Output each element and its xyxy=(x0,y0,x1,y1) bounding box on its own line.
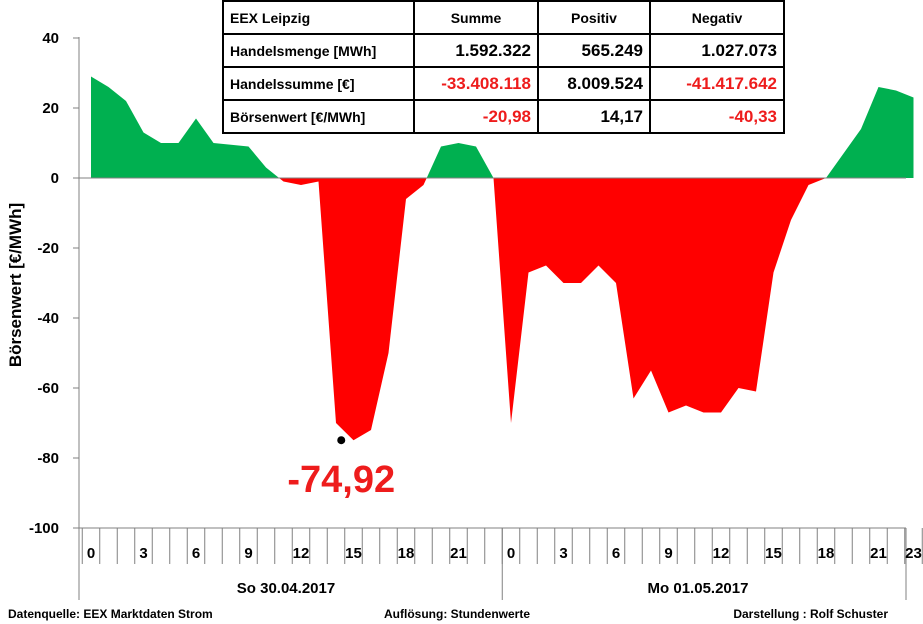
row-label: Handelsmenge [MWh] xyxy=(222,33,415,68)
stats-table: EEX Leipzig Summe Positiv Negativ Handel… xyxy=(222,0,785,134)
y-tick-label: -40 xyxy=(37,310,59,327)
y-tick-label: -100 xyxy=(29,520,59,537)
x-tick-label: 3 xyxy=(559,545,567,562)
x-tick-label: 0 xyxy=(87,545,95,562)
x-tick-label: 21 xyxy=(870,545,887,562)
value-cell: 565.249 xyxy=(537,33,651,68)
y-tick-label: -80 xyxy=(37,450,59,467)
x-tick-label: 9 xyxy=(664,545,672,562)
stats-row-handelssumme: Handelssumme [€] -33.408.118 8.009.524 -… xyxy=(222,66,785,101)
day-label-sunday: So 30.04.2017 xyxy=(237,580,335,597)
y-tick-label: -20 xyxy=(37,240,59,257)
row-label: Börsenwert [€/MWh] xyxy=(222,99,415,134)
value-cell: -41.417.642 xyxy=(649,66,785,101)
x-tick-label: 23 xyxy=(905,545,922,562)
x-tick-label: 6 xyxy=(192,545,200,562)
x-tick-label: 9 xyxy=(244,545,252,562)
value-cell: -33.408.118 xyxy=(413,66,539,101)
x-tick-label: 6 xyxy=(612,545,620,562)
x-tick-label: 0 xyxy=(507,545,515,562)
header-cell: Summe xyxy=(413,0,539,35)
minimum-value-annotation: -74,92 xyxy=(287,459,395,501)
x-tick-label: 12 xyxy=(713,545,730,562)
x-tick-label: 12 xyxy=(293,545,310,562)
stats-header-row: EEX Leipzig Summe Positiv Negativ xyxy=(222,0,785,35)
area-group xyxy=(91,76,914,441)
value-cell: 8.009.524 xyxy=(537,66,651,101)
y-tick-label: 40 xyxy=(42,30,59,47)
axes-group xyxy=(73,37,923,600)
value-cell: 1.027.073 xyxy=(649,33,785,68)
x-tick-label: 18 xyxy=(818,545,835,562)
header-cell: Negativ xyxy=(649,0,785,35)
header-cell: Positiv xyxy=(537,0,651,35)
x-tick-label: 15 xyxy=(765,545,782,562)
y-tick-label: -60 xyxy=(37,380,59,397)
footer-resolution: Auflösung: Stundenwerte xyxy=(384,607,530,621)
footer-author: Darstellung : Rolf Schuster xyxy=(733,607,888,621)
tick-labels: 40 20 0 -20 -40 -60 -80 -100 0 3 6 9 12 15 18 21 0 3 6 9 12 1… xyxy=(29,30,922,562)
y-axis-label: Börsenwert [€/MWh] xyxy=(6,203,25,367)
positive-area xyxy=(91,76,914,178)
minimum-point-marker xyxy=(337,436,346,445)
negative-area xyxy=(91,178,914,441)
header-cell: EEX Leipzig xyxy=(222,0,415,35)
x-tick-label: 18 xyxy=(398,545,415,562)
y-tick-label: 0 xyxy=(51,170,59,187)
value-cell: 14,17 xyxy=(537,99,651,134)
x-tick-label: 3 xyxy=(139,545,147,562)
stats-row-boersenwert: Börsenwert [€/MWh] -20,98 14,17 -40,33 xyxy=(222,99,785,134)
x-tick-label: 21 xyxy=(450,545,467,562)
day-label-monday: Mo 01.05.2017 xyxy=(648,580,749,597)
footer-source: Datenquelle: EEX Marktdaten Strom xyxy=(8,607,213,621)
row-label: Handelssumme [€] xyxy=(222,66,415,101)
stats-row-handelsmenge: Handelsmenge [MWh] 1.592.322 565.249 1.0… xyxy=(222,33,785,68)
value-cell: -20,98 xyxy=(413,99,539,134)
x-tick-label: 15 xyxy=(345,545,362,562)
value-cell: -40,33 xyxy=(649,99,785,134)
y-tick-label: 20 xyxy=(42,100,59,117)
value-cell: 1.592.322 xyxy=(413,33,539,68)
